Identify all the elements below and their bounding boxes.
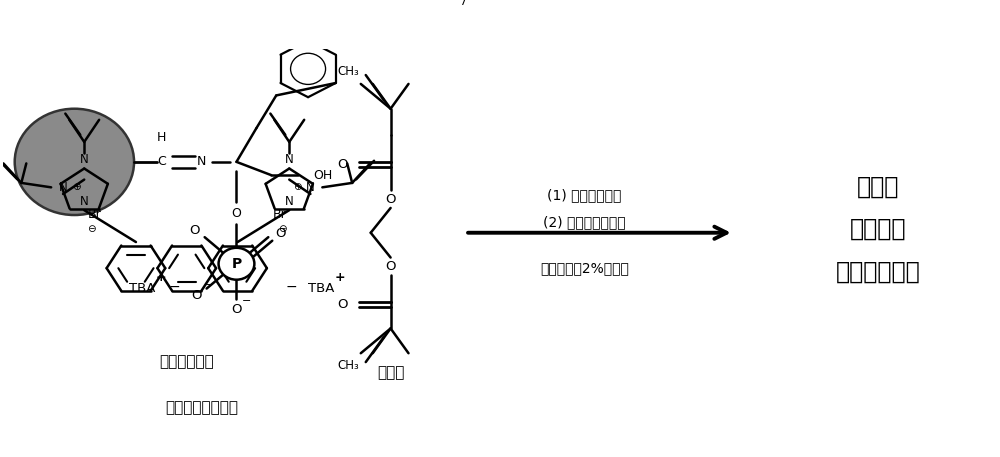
Text: P: P	[231, 257, 242, 271]
Text: −: −	[169, 280, 181, 294]
Text: N: N	[80, 153, 89, 166]
Text: O: O	[232, 207, 241, 220]
Text: O: O	[231, 303, 242, 316]
Text: N: N	[306, 181, 315, 194]
Circle shape	[22, 116, 124, 206]
Circle shape	[25, 118, 120, 203]
Circle shape	[59, 148, 74, 161]
Text: O: O	[385, 192, 396, 206]
Circle shape	[31, 123, 112, 195]
Circle shape	[55, 145, 79, 166]
Circle shape	[32, 124, 110, 194]
Text: ⊕: ⊕	[293, 182, 302, 191]
Text: Br: Br	[272, 208, 286, 221]
Text: N: N	[80, 195, 89, 208]
Text: N: N	[285, 153, 294, 166]
Text: 荧光功能单体: 荧光功能单体	[159, 354, 214, 369]
Circle shape	[29, 121, 115, 198]
Circle shape	[40, 131, 100, 185]
Circle shape	[46, 137, 91, 177]
Circle shape	[44, 135, 95, 180]
Circle shape	[50, 140, 86, 172]
Circle shape	[19, 112, 129, 210]
Text: OH: OH	[313, 169, 333, 182]
Circle shape	[17, 111, 131, 212]
Text: −: −	[204, 280, 213, 290]
Circle shape	[15, 109, 134, 215]
Text: Br: Br	[87, 208, 101, 221]
Circle shape	[27, 120, 117, 200]
Circle shape	[35, 127, 107, 191]
Circle shape	[49, 139, 88, 174]
Text: ⊕: ⊕	[72, 182, 81, 191]
Text: O: O	[189, 223, 200, 237]
Circle shape	[26, 119, 119, 201]
Circle shape	[43, 133, 96, 181]
Circle shape	[16, 110, 132, 213]
Text: ⊖: ⊖	[278, 224, 287, 234]
Text: TBA: TBA	[129, 282, 155, 295]
Text: 荧光纳米粒子: 荧光纳米粒子	[836, 260, 920, 284]
Circle shape	[58, 147, 76, 163]
Text: −: −	[285, 280, 297, 294]
Text: C: C	[158, 155, 166, 168]
Text: 氯仿溶剑（2%甲醇）: 氯仿溶剑（2%甲醇）	[540, 261, 629, 275]
Text: CH₃: CH₃	[337, 359, 359, 372]
Text: (2) 去除模板，超声: (2) 去除模板，超声	[543, 215, 626, 229]
Text: 磷脂酸: 磷脂酸	[857, 175, 899, 199]
Circle shape	[24, 117, 122, 204]
Circle shape	[41, 133, 98, 183]
Circle shape	[45, 136, 93, 178]
Text: 分子印迹: 分子印迹	[850, 216, 906, 240]
Text: N: N	[285, 195, 294, 208]
Text: +: +	[156, 271, 166, 283]
Circle shape	[53, 143, 83, 169]
Text: N: N	[197, 155, 206, 168]
Text: 7: 7	[459, 0, 466, 6]
Text: +: +	[335, 271, 345, 283]
Circle shape	[48, 138, 89, 175]
Text: O: O	[191, 289, 202, 302]
Circle shape	[63, 152, 69, 157]
Circle shape	[36, 128, 105, 189]
Circle shape	[34, 126, 108, 192]
Circle shape	[30, 122, 113, 197]
Circle shape	[60, 149, 72, 160]
Text: 交联剑: 交联剑	[377, 365, 404, 380]
Circle shape	[21, 114, 125, 207]
Circle shape	[20, 113, 127, 209]
Text: TBA: TBA	[308, 282, 334, 295]
Circle shape	[38, 129, 103, 187]
Circle shape	[62, 150, 71, 159]
Text: N: N	[59, 181, 67, 194]
Circle shape	[39, 130, 101, 186]
Circle shape	[219, 248, 254, 280]
Circle shape	[54, 144, 81, 168]
Text: −: −	[242, 296, 251, 306]
Text: O: O	[275, 227, 285, 240]
Text: O: O	[385, 260, 396, 273]
Circle shape	[57, 146, 77, 165]
Text: ⊖: ⊖	[87, 224, 96, 234]
Text: CH₃: CH₃	[337, 65, 359, 78]
Text: (1) 引发剂，加热: (1) 引发剂，加热	[547, 189, 622, 202]
Circle shape	[51, 142, 84, 171]
Text: H: H	[157, 131, 167, 143]
Circle shape	[64, 153, 67, 155]
Text: 磷脂酸功能化材料: 磷脂酸功能化材料	[165, 401, 238, 416]
Text: O: O	[338, 158, 348, 171]
Text: O: O	[338, 298, 348, 311]
